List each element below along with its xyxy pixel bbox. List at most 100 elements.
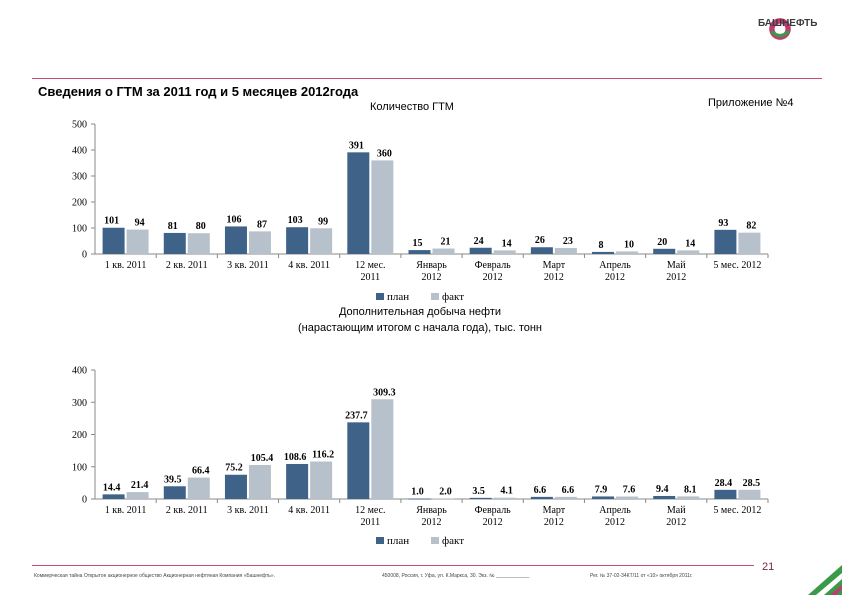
corner-decoration-icon: [808, 565, 842, 595]
c2-bar-факт: [187, 477, 210, 499]
c2-data-label: 4.1: [500, 486, 513, 497]
c2-category-label: 2012: [666, 517, 686, 528]
page-number: 21: [762, 561, 775, 573]
c2-data-label: 2.0: [439, 486, 452, 497]
c2-bar-план: [530, 496, 553, 499]
c1-data-label: 103: [288, 215, 303, 226]
c2-bar-факт: [248, 465, 271, 499]
c2-bar-факт: [310, 461, 333, 499]
c2-bar-план: [469, 497, 492, 499]
c2-bar-план: [592, 496, 615, 499]
c1-y-tick-label: 0: [82, 250, 87, 261]
c1-data-label: 81: [168, 221, 178, 232]
c1-data-label: 26: [535, 235, 545, 246]
c2-data-label: 66.4: [192, 466, 210, 477]
c2-data-label: 3.5: [472, 486, 485, 497]
c2-category-label: Март: [543, 505, 566, 516]
c2-legend-label: факт: [442, 535, 464, 547]
c2-category-label: 2012: [605, 517, 625, 528]
c1-y-tick-label: 100: [72, 224, 87, 235]
c1-legend-label: факт: [442, 291, 464, 303]
c2-bar-план: [714, 489, 737, 499]
c1-data-label: 23: [563, 236, 573, 247]
c2-bar-факт: [371, 399, 394, 499]
c1-category-label: 2012: [544, 272, 564, 283]
c2-bar-факт: [616, 496, 639, 499]
bashneft-logo-icon: [769, 18, 791, 40]
c1-data-label: 10: [624, 239, 634, 250]
c1-bar-план: [714, 229, 737, 254]
c2-category-label: 3 кв. 2011: [227, 505, 269, 516]
header-divider: [32, 78, 822, 79]
footer-confidential: Коммерческая тайна Открытое акционерное …: [34, 573, 276, 579]
c2-data-label: 7.6: [623, 485, 636, 496]
c1-legend-swatch-план: [376, 293, 384, 300]
c1-bar-факт: [554, 248, 577, 254]
c1-data-label: 101: [104, 216, 119, 227]
c2-data-label: 116.2: [312, 450, 334, 461]
c2-bar-факт: [432, 498, 455, 500]
c2-bar-факт: [677, 496, 700, 499]
c2-data-label: 6.6: [562, 485, 575, 496]
c1-category-label: 2 кв. 2011: [166, 260, 208, 271]
c1-bar-план: [408, 250, 431, 254]
c2-category-label: Май: [667, 505, 686, 516]
footer-address: 450008, Россия, г. Уфа, ул. К.Маркса, 30…: [382, 573, 530, 579]
c2-data-label: 39.5: [164, 474, 182, 485]
c2-data-label: 6.6: [534, 485, 547, 496]
c1-data-label: 8: [599, 240, 604, 251]
c1-bar-план: [469, 247, 492, 254]
c1-bar-факт: [248, 231, 271, 254]
c2-data-label: 105.4: [251, 453, 274, 464]
chart1-title: Количество ГТМ: [370, 101, 454, 113]
c2-bar-факт: [738, 489, 761, 499]
c1-data-label: 24: [474, 236, 484, 247]
c1-bar-план: [286, 227, 309, 254]
c1-bar-план: [224, 226, 247, 254]
c2-bar-план: [102, 494, 125, 499]
c2-legend-label: план: [387, 535, 409, 547]
c2-data-label: 21.4: [131, 480, 149, 491]
c1-bar-факт: [738, 232, 761, 254]
c1-bar-факт: [493, 250, 516, 254]
c2-category-label: 2 кв. 2011: [166, 505, 208, 516]
c2-bar-план: [224, 474, 247, 499]
c1-bar-план: [102, 227, 125, 254]
c2-category-label: 2012: [422, 517, 442, 528]
c2-data-label: 14.4: [103, 482, 121, 493]
chart-gtm-count: 0 100 200 300 400 500 101 94 1 кв. 2011 81 80 2 кв.…: [72, 120, 769, 303]
c1-y-tick-label: 500: [72, 120, 87, 131]
c2-data-label: 28.5: [743, 478, 761, 489]
c1-category-label: 2012: [483, 272, 503, 283]
c1-category-label: 1 кв. 2011: [105, 260, 147, 271]
c2-data-label: 309.3: [373, 387, 396, 398]
c1-category-label: Январь: [416, 260, 447, 271]
c1-data-label: 82: [746, 221, 756, 232]
c1-category-label: 2012: [422, 272, 442, 283]
footer-divider: [32, 565, 754, 566]
c2-bar-план: [347, 422, 370, 499]
footer-registration: Рег. № 37-02-34КТ/11 от «10» октября 201…: [590, 573, 693, 579]
c2-category-label: 1 кв. 2011: [105, 505, 147, 516]
chart2-title: Дополнительная добыча нефти (нарастающим …: [297, 306, 542, 334]
c1-bar-факт: [187, 233, 210, 254]
c2-y-tick-label: 100: [72, 462, 87, 473]
c2-bar-план: [286, 463, 309, 499]
c2-category-label: 2011: [360, 517, 380, 528]
c1-category-label: Февраль: [475, 260, 512, 271]
c2-data-label: 7.9: [595, 484, 608, 495]
c2-data-label: 8.1: [684, 484, 697, 495]
c2-legend-swatch-факт: [431, 537, 439, 544]
c1-category-label: Март: [543, 260, 566, 271]
c1-data-label: 14: [502, 238, 512, 249]
c2-data-label: 108.6: [284, 452, 307, 463]
c2-category-label: 2012: [544, 517, 564, 528]
c2-data-label: 1.0: [411, 487, 424, 498]
c1-bar-факт: [310, 228, 333, 254]
c2-data-label: 9.4: [656, 484, 669, 495]
c2-category-label: 4 кв. 2011: [288, 505, 330, 516]
c2-bar-план: [653, 495, 676, 499]
c1-category-label: 2011: [360, 272, 380, 283]
c2-y-tick-label: 300: [72, 398, 87, 409]
